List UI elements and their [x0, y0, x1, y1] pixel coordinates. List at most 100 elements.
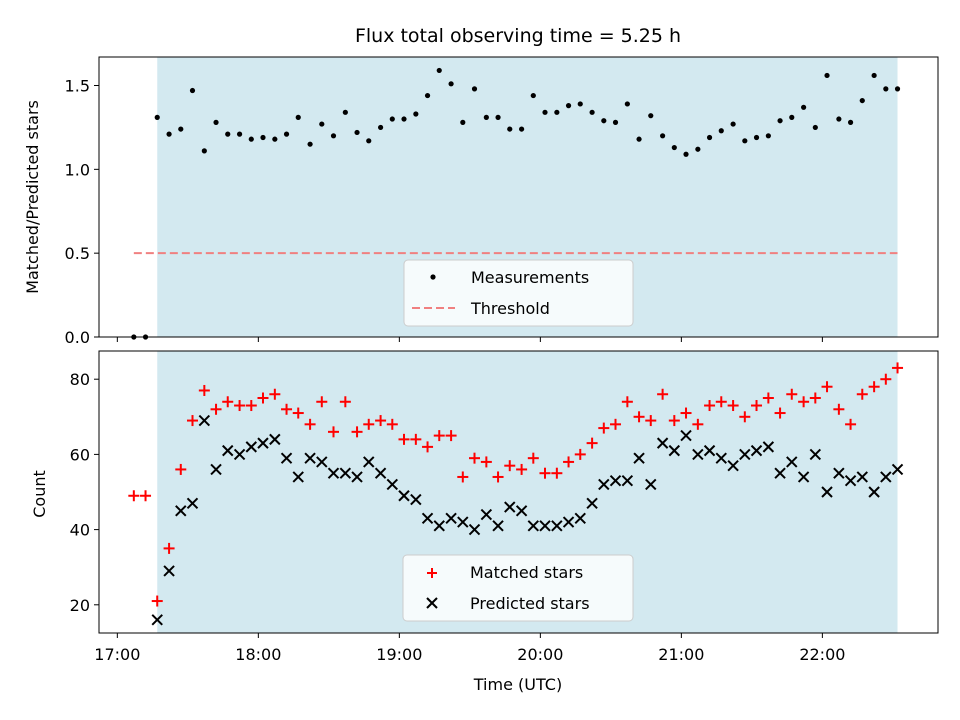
bottom-y-tick-label: 40 — [70, 521, 90, 540]
measurement-point — [565, 103, 572, 109]
matched-star-point — [586, 437, 598, 449]
measurements-series — [131, 67, 901, 340]
measurement-point — [166, 131, 172, 137]
matched-star-point — [833, 403, 845, 415]
predicted-star-point — [786, 456, 798, 468]
matched-star-point — [410, 433, 422, 445]
matched-star-point — [868, 381, 880, 393]
matched-star-point — [668, 415, 680, 427]
measurement-point — [801, 104, 807, 110]
measurement-point — [894, 86, 901, 92]
predicted-star-point — [163, 565, 175, 577]
matched-star-point — [551, 467, 563, 479]
measurement-point — [847, 119, 854, 125]
matched-star-point — [198, 384, 210, 396]
measurement-point — [730, 121, 736, 127]
matched-star-point — [163, 542, 175, 554]
predicted-star-point — [280, 452, 293, 464]
predicted-star-point — [445, 512, 457, 525]
predicted-star-point — [151, 614, 163, 626]
matched-star-point — [657, 388, 669, 400]
predicted-star-point — [245, 441, 257, 453]
top-y-tick-label: 0.0 — [65, 328, 90, 347]
matched-star-point — [527, 452, 539, 464]
bottom-y-tick-label: 80 — [70, 370, 90, 389]
measurement-point — [260, 134, 266, 141]
measurement-point — [612, 119, 619, 125]
predicted-star-point — [186, 497, 199, 509]
matched-star-point — [128, 490, 140, 502]
matched-star-point — [809, 392, 821, 404]
measurement-point — [483, 114, 489, 120]
matched-star-point — [422, 441, 434, 453]
top-legend-box — [403, 259, 634, 327]
measurement-point — [471, 86, 478, 92]
matched-star-point — [504, 460, 516, 472]
top-panel: 0.0 0.5 1.0 1.5 Matched/Predicted stars Mea… — [23, 56, 939, 347]
matched-star-point — [621, 396, 633, 408]
measurement-point — [295, 114, 301, 120]
top-plot-frame — [98, 56, 939, 338]
chart-title: Flux total observing time = 5.25 h — [355, 25, 681, 47]
predicted-star-point — [492, 520, 504, 532]
measurement-point — [871, 72, 877, 79]
measurement-point — [319, 121, 325, 127]
measurement-point — [354, 129, 360, 136]
matched-star-point — [704, 400, 716, 412]
matched-star-point — [140, 490, 152, 502]
predicted-star-point — [210, 463, 222, 476]
measurement-point — [577, 101, 583, 107]
predicted-star-point — [269, 433, 281, 446]
measurement-point — [377, 124, 384, 131]
matched-star-point — [234, 400, 246, 412]
predicted-star-point — [645, 478, 657, 491]
predicted-star-point — [222, 444, 234, 457]
predicted-star-point — [692, 448, 704, 461]
matched-star-point — [363, 418, 375, 430]
predicted-star-point — [386, 478, 399, 491]
measurement-point — [448, 81, 454, 87]
predicted-star-point — [797, 471, 810, 483]
predicted-star-point — [468, 523, 481, 536]
top-x-axis-ticks — [116, 337, 823, 342]
predicted-star-point — [351, 471, 363, 483]
matched-star-point — [245, 400, 257, 412]
predicted-star-point — [680, 429, 692, 442]
bottom-y-tick-label: 60 — [70, 445, 90, 464]
predicted-star-point — [809, 448, 822, 461]
measurement-point — [201, 148, 207, 154]
predicted-star-point — [586, 497, 598, 509]
measurement-point — [401, 116, 407, 122]
measurement-point — [836, 116, 842, 122]
measurement-point — [777, 118, 783, 124]
measurement-point — [436, 67, 442, 74]
measurement-point — [519, 126, 525, 132]
predicted-star-point — [562, 516, 575, 528]
predicted-star-point — [539, 520, 551, 532]
measurement-point — [589, 109, 595, 115]
predicted-star-point — [621, 475, 634, 487]
x-axis-label: Time (UTC) — [473, 675, 562, 694]
x-tick-label: 22:00 — [799, 645, 845, 664]
predicted-star-point — [633, 452, 645, 464]
matched-star-point — [257, 392, 269, 404]
predicted-star-point — [868, 486, 880, 498]
matched-star-point — [210, 403, 222, 415]
predicted-star-point — [398, 490, 410, 502]
matched-star-point — [151, 595, 163, 607]
predicted-star-point — [891, 463, 904, 476]
matched-star-point — [375, 415, 387, 427]
measurement-point — [178, 126, 184, 132]
measurement-point — [660, 133, 666, 139]
predicted-star-point — [304, 452, 316, 464]
measurement-point — [507, 126, 513, 132]
measurement-point — [601, 118, 607, 124]
measurement-point — [530, 92, 536, 99]
matched-star-point — [856, 388, 868, 400]
matched-star-point — [492, 471, 504, 483]
legend-measurements-marker — [430, 274, 436, 280]
measurement-point — [883, 86, 889, 92]
predicted-star-point — [257, 437, 269, 449]
